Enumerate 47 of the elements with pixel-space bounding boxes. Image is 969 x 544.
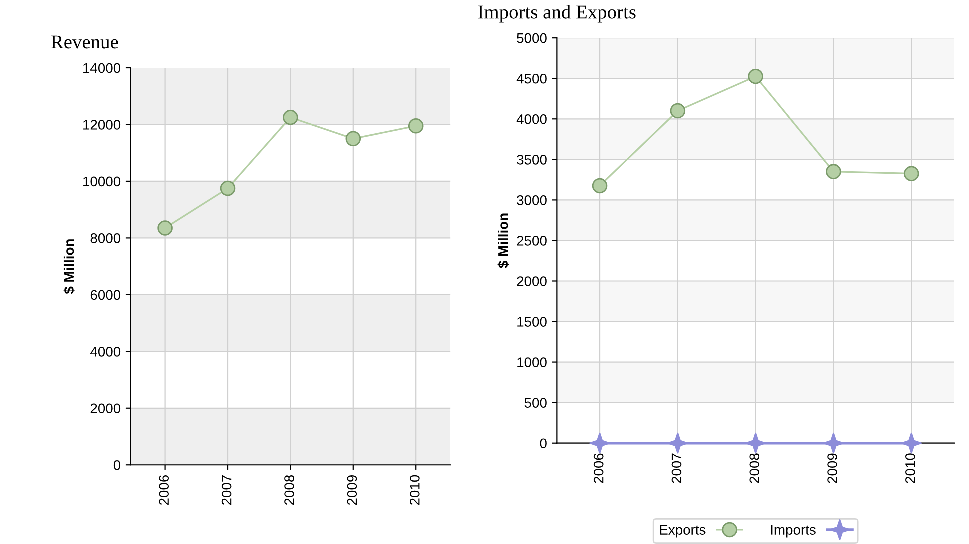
x-tick-label: 2006 [159, 475, 170, 506]
y-tick-label: 2000 [517, 276, 547, 286]
point [158, 220, 173, 236]
point [670, 103, 686, 119]
y-tick-label: 6000 [90, 290, 121, 300]
y-tick-label: 14000 [84, 63, 121, 74]
point [904, 166, 920, 182]
point [748, 68, 764, 84]
y-tick-label: 0 [540, 438, 547, 449]
y-tick-label: 500 [524, 398, 547, 408]
y-tick-label: 3500 [517, 155, 547, 165]
legend-label: Exports [660, 525, 706, 538]
point [826, 164, 842, 180]
legend-label: Imports [771, 525, 816, 538]
y-tick-label: 4000 [516, 114, 547, 124]
y-tick-label: 5000 [517, 33, 547, 44]
x-tick-label: 2009 [828, 454, 838, 484]
x-tick-label: 2009 [347, 475, 358, 506]
y-axis-title: $ Million [64, 240, 76, 294]
chart-title: Imports and Exports [478, 5, 636, 23]
x-tick-label: 2007 [222, 476, 232, 506]
x-tick-label: 2007 [672, 454, 682, 484]
x-tick-label: 2008 [284, 475, 294, 506]
point [408, 118, 424, 134]
x-tick-label: 2008 [750, 454, 760, 484]
x-tick-label: 2006 [594, 454, 604, 484]
y-tick-label: 12000 [84, 120, 121, 130]
x-tick-label: 2010 [410, 475, 420, 506]
y-tick-label: 3000 [517, 196, 547, 206]
y-tick-label: 8000 [90, 234, 121, 244]
point [346, 131, 362, 147]
y-tick-label: 1500 [518, 317, 547, 327]
point [668, 432, 688, 454]
point [283, 110, 298, 126]
x-tick-label: 2010 [906, 454, 916, 484]
y-tick-label: 2500 [517, 236, 547, 246]
point [590, 432, 610, 454]
y-tick-label: 0 [114, 460, 121, 470]
y-tick-label: 2000 [90, 404, 121, 414]
y-tick-label: 4500 [516, 74, 547, 84]
point [220, 180, 236, 196]
y-tick-label: 4000 [90, 346, 121, 357]
point [592, 178, 608, 194]
y-axis-title: $ Million [498, 214, 510, 268]
y-tick-label: 1000 [518, 358, 547, 368]
y-tick-label: 10000 [84, 176, 121, 187]
chart-title: Revenue [51, 36, 118, 49]
